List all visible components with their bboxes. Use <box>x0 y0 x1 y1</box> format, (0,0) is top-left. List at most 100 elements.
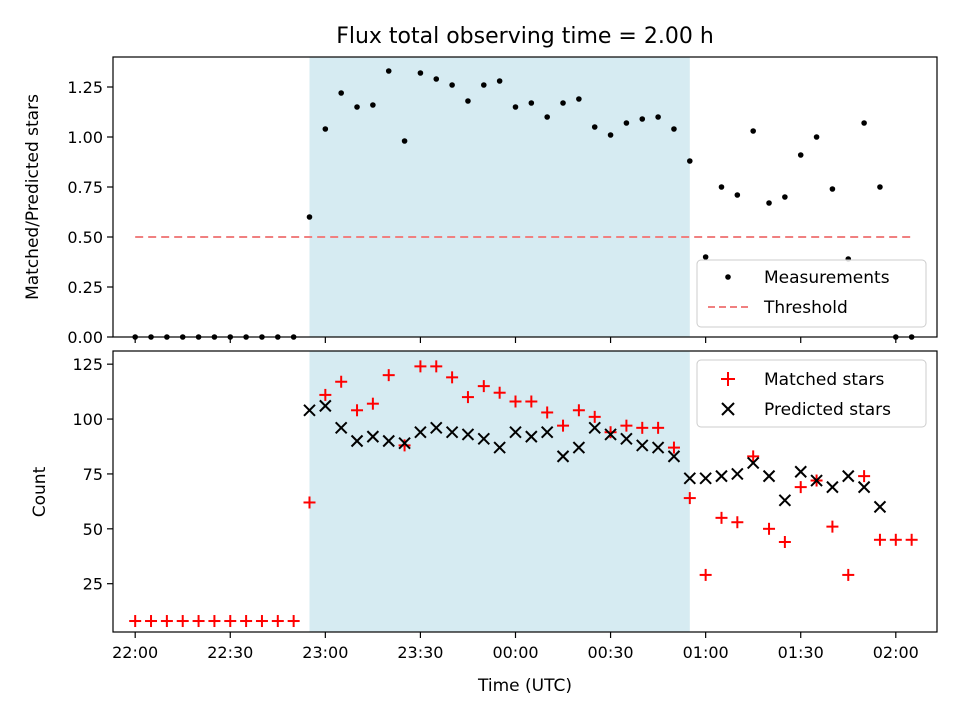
predicted-star-point <box>461 428 475 441</box>
x-axis-label: Time (UTC) <box>477 676 572 696</box>
predicted-star-point <box>588 421 601 435</box>
matched-star-point <box>160 615 173 628</box>
predicted-star-point <box>842 469 855 483</box>
y-tick-label: 0.50 <box>67 228 103 247</box>
predicted-star-point <box>366 430 380 443</box>
measurement-point <box>766 200 772 206</box>
predicted-star-point <box>556 450 570 463</box>
matched-star-point <box>588 410 601 423</box>
measurement-point <box>496 78 503 84</box>
predicted-star-point <box>350 434 364 448</box>
measurement-point <box>560 100 566 106</box>
measurement-point <box>861 120 867 126</box>
legend-predicted-marker <box>721 402 735 416</box>
matched-star-point <box>842 568 855 581</box>
measurement-point <box>607 132 614 138</box>
predicted-star-point <box>873 500 887 514</box>
predicted-star-point <box>477 432 491 446</box>
measurement-point <box>813 134 820 140</box>
measurement-point <box>718 184 725 190</box>
measurement-point <box>639 116 646 122</box>
matched-star-point <box>509 395 522 408</box>
predicted-star-point <box>604 428 617 441</box>
matched-star-point <box>303 496 316 509</box>
x-tick-label: 00:30 <box>588 643 634 662</box>
y-tick-label: 75 <box>83 465 103 484</box>
matched-star-point <box>683 492 696 505</box>
ratio-y-axis: 0.00 0.25 0.50 0.75 1.00 1.25 <box>67 78 113 347</box>
matched-star-point <box>287 615 300 628</box>
legend-predicted-label: Predicted stars <box>764 400 891 420</box>
matched-star-point <box>620 419 633 432</box>
predicted-star-point <box>636 439 649 452</box>
measurement-point <box>591 124 598 130</box>
matched-star-point <box>652 421 665 434</box>
matched-star-point <box>636 421 649 434</box>
predicted-star-point <box>731 467 744 481</box>
matched-star-point <box>794 481 807 494</box>
matched-star-point <box>477 380 490 393</box>
measurement-point <box>782 194 788 200</box>
measurement-point <box>338 90 344 96</box>
predicted-star-point <box>540 426 554 439</box>
figure-title: Flux total observing time = 2.00 h <box>336 24 714 49</box>
matched-star-point <box>905 533 918 546</box>
measurement-point <box>449 82 455 88</box>
x-tick-label: 23:00 <box>302 643 348 662</box>
matched-star-point <box>778 535 791 548</box>
matched-star-point <box>271 615 284 628</box>
predicted-star-point <box>778 494 792 507</box>
matched-star-point <box>525 395 538 408</box>
predicted-star-point <box>525 430 538 443</box>
ratio-panel-frame <box>112 56 938 338</box>
matched-star-point <box>430 360 443 373</box>
measurement-point <box>417 70 424 76</box>
y-tick-label: 0.25 <box>67 278 103 297</box>
predicted-star-point <box>414 426 427 439</box>
count-panel-frame <box>112 350 938 633</box>
matched-star-point <box>446 371 459 384</box>
matched-stars-points <box>129 360 918 628</box>
matched-star-point <box>398 439 411 452</box>
matched-star-point <box>699 568 712 581</box>
y-tick-label: 0.75 <box>67 178 103 197</box>
matched-star-point <box>826 520 839 533</box>
measurement-point <box>829 186 836 192</box>
measurement-point <box>481 82 487 88</box>
measurement-point <box>385 68 392 74</box>
predicted-star-point <box>620 432 633 446</box>
count-y-label: Count <box>30 466 50 517</box>
predicted-star-point <box>382 434 395 448</box>
measurement-point <box>702 254 709 260</box>
measurement-point <box>623 120 630 126</box>
measurement-point <box>322 126 329 132</box>
predicted-star-point <box>398 436 411 450</box>
count-legend-box <box>696 359 927 428</box>
measurement-point <box>465 98 471 104</box>
matched-star-point <box>747 450 760 463</box>
measurement-point <box>576 96 582 102</box>
matched-star-point <box>208 615 221 628</box>
predicted-star-point <box>572 441 586 454</box>
predicted-star-point <box>746 456 760 470</box>
predicted-star-point <box>826 480 839 494</box>
matched-star-point <box>604 426 617 439</box>
matched-star-point <box>493 386 506 399</box>
matched-star-point <box>145 615 158 628</box>
x-tick-label: 01:00 <box>683 643 729 662</box>
x-tick-label: 02:00 <box>873 643 919 662</box>
matched-star-point <box>351 404 364 417</box>
matched-star-point <box>319 388 332 401</box>
matched-star-point <box>255 615 268 628</box>
matched-star-point <box>224 615 237 628</box>
y-tick-label: 125 <box>72 355 103 374</box>
measurement-point <box>528 100 535 106</box>
matched-star-point <box>129 615 142 628</box>
measurement-point <box>370 102 376 108</box>
matched-star-point <box>715 511 728 524</box>
ratio-y-label: Matched/Predicted stars <box>23 94 43 300</box>
matched-star-point <box>889 533 902 546</box>
count-legend: Matched stars Predicted stars <box>696 359 927 428</box>
observing-window-shading-top <box>309 57 690 337</box>
ratio-legend-box <box>696 259 927 328</box>
